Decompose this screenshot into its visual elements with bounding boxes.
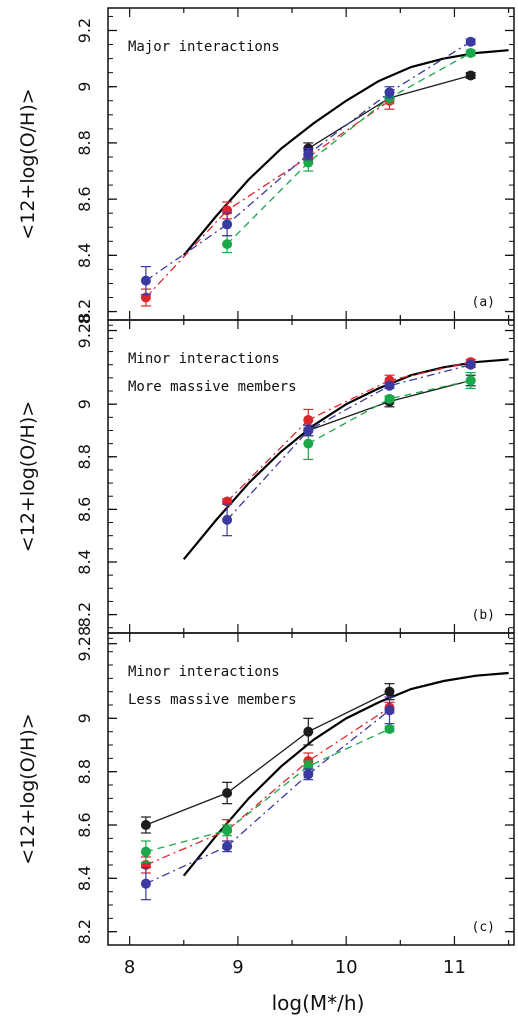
y-axis-label: <12+log(O/H)>	[17, 713, 39, 864]
panel-3: 8.2 8.4 8.6 8.8 9 9.28 <12+log(O/H)> Minor inte…	[17, 626, 515, 978]
y-tick-label: 8.6	[75, 497, 94, 522]
x-axis-label: log(M*/h)	[272, 991, 365, 1015]
panel-annotation: Less massive members	[128, 692, 297, 708]
data-point-blue	[303, 425, 314, 436]
x-tick-label: 10	[335, 957, 358, 978]
y-tick-label: 8.4	[75, 549, 94, 574]
y-tick-label: 8.4	[75, 243, 94, 268]
data-point-blue	[465, 359, 476, 370]
data-point-black	[303, 726, 314, 737]
y-tick-label: 9.28	[75, 626, 94, 662]
series-line-red	[226, 361, 471, 502]
panel-2: 8.2 8.4 8.6 8.8 9 9.28 <12+log(O/H)> Minor inte…	[17, 313, 515, 634]
series-line-blue	[145, 709, 390, 885]
panel-label: (c)	[472, 920, 495, 935]
series-line-black	[145, 691, 390, 826]
panel-label: (a)	[472, 295, 495, 310]
data-point-green	[465, 375, 476, 386]
y-tick-label: 8.2	[75, 602, 94, 627]
panel-label: (b)	[472, 608, 495, 623]
data-point-black	[465, 70, 476, 81]
data-point-green	[140, 846, 151, 857]
data-point-blue	[303, 149, 314, 160]
y-tick-label: 9.2	[75, 18, 94, 43]
data-point-blue	[384, 380, 395, 391]
data-point-blue	[384, 705, 395, 716]
data-point-blue	[465, 36, 476, 47]
y-tick-label: 9	[75, 399, 94, 409]
y-axis-label: <12+log(O/H)>	[17, 88, 39, 239]
y-tick-label: 8.2	[75, 299, 94, 324]
data-point-green	[384, 724, 395, 734]
y-tick-label: 9.28	[75, 313, 94, 349]
x-tick-label: 9	[232, 957, 243, 978]
data-point-blue	[222, 514, 233, 525]
y-tick-label: 9	[75, 82, 94, 92]
data-point-black	[384, 686, 395, 697]
data-point-blue	[140, 275, 151, 286]
y-tick-label: 8.8	[75, 130, 94, 155]
y-tick-label: 8.8	[75, 759, 94, 784]
chart-panels: 8.2 8.4 8.6 8.8 9 9.2 <12+log(O/H)> Major inter…	[17, 7, 515, 978]
series-line-green	[226, 52, 472, 245]
data-point-green	[222, 825, 233, 836]
y-axis-label: <12+log(O/H)>	[17, 401, 39, 552]
fit-curve	[182, 671, 509, 877]
data-point-blue	[222, 841, 233, 852]
panel-annotation: Major interactions	[128, 39, 280, 55]
y-tick-label: 8.4	[75, 866, 94, 891]
data-point-green	[222, 239, 233, 250]
data-point-green	[465, 47, 476, 58]
y-tick-label: 9	[75, 713, 94, 723]
panel-annotation: Minor interactions	[128, 664, 280, 680]
y-tick-label: 8.6	[75, 812, 94, 837]
y-tick-label: 8.6	[75, 186, 94, 211]
panel-annotation: More massive members	[128, 379, 297, 395]
x-tick-label: 11	[443, 957, 466, 978]
data-point-blue	[140, 878, 151, 889]
series-line-red	[145, 100, 390, 298]
data-point-blue	[303, 769, 314, 780]
data-point-blue	[222, 219, 233, 230]
data-point-black	[140, 820, 151, 830]
data-point-black	[222, 788, 233, 798]
panel-annotation: Minor interactions	[128, 351, 280, 367]
series-line-green	[145, 728, 390, 853]
x-tick-label: 8	[124, 957, 135, 978]
series-line-blue	[226, 364, 471, 521]
y-tick-label: 8.2	[75, 919, 94, 944]
data-point-blue	[384, 87, 395, 98]
data-point-green	[303, 438, 314, 449]
fit-curve	[182, 49, 509, 257]
panel-1: 8.2 8.4 8.6 8.8 9 9.2 <12+log(O/H)> Major inter…	[17, 7, 515, 324]
panel-frame	[107, 632, 515, 946]
data-point-green	[384, 393, 395, 404]
data-point-red	[303, 414, 314, 425]
y-tick-label: 8.8	[75, 444, 94, 469]
series-line-green	[307, 379, 471, 445]
